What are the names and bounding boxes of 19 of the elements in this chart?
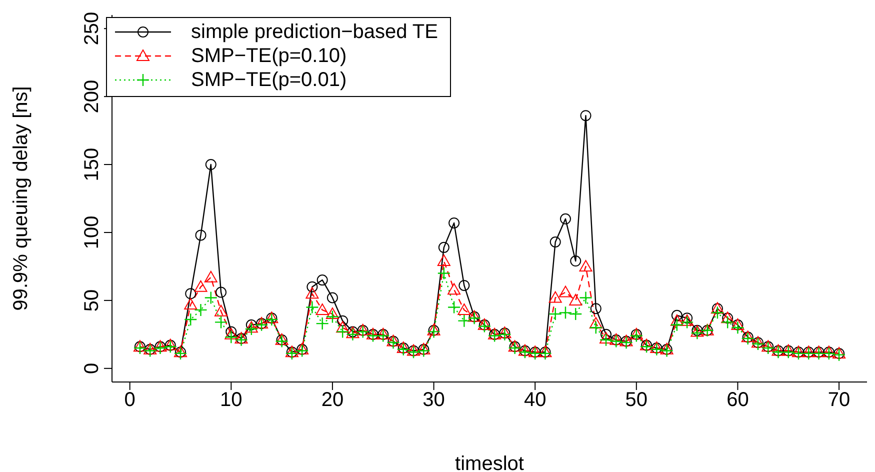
x-tick-label: 20 xyxy=(321,389,344,412)
y-tick-label: 100 xyxy=(81,216,103,250)
x-tick-label: 30 xyxy=(422,389,445,412)
legend-label: SMP−TE(p=0.10) xyxy=(191,44,347,68)
y-tick-label: 50 xyxy=(81,289,103,312)
x-tick-label: 60 xyxy=(726,389,749,412)
x-tick-label: 70 xyxy=(828,389,850,412)
x-tick-label: 50 xyxy=(625,389,648,412)
x-tick-label: 0 xyxy=(124,389,136,412)
legend-label: SMP−TE(p=0.01) xyxy=(191,68,347,92)
y-tick-label: 150 xyxy=(81,148,103,182)
y-tick-label: 250 xyxy=(81,12,103,46)
y-tick-label: 0 xyxy=(81,362,103,374)
x-tick-label: 10 xyxy=(220,389,242,412)
x-tick-label: 40 xyxy=(524,389,546,412)
x-axis-title: timeslot xyxy=(455,453,524,472)
y-axis-title: 99.9% queuing delay [ns] xyxy=(10,86,32,311)
y-tick-label: 200 xyxy=(81,80,103,114)
legend-label: simple prediction−based TE xyxy=(191,20,438,44)
